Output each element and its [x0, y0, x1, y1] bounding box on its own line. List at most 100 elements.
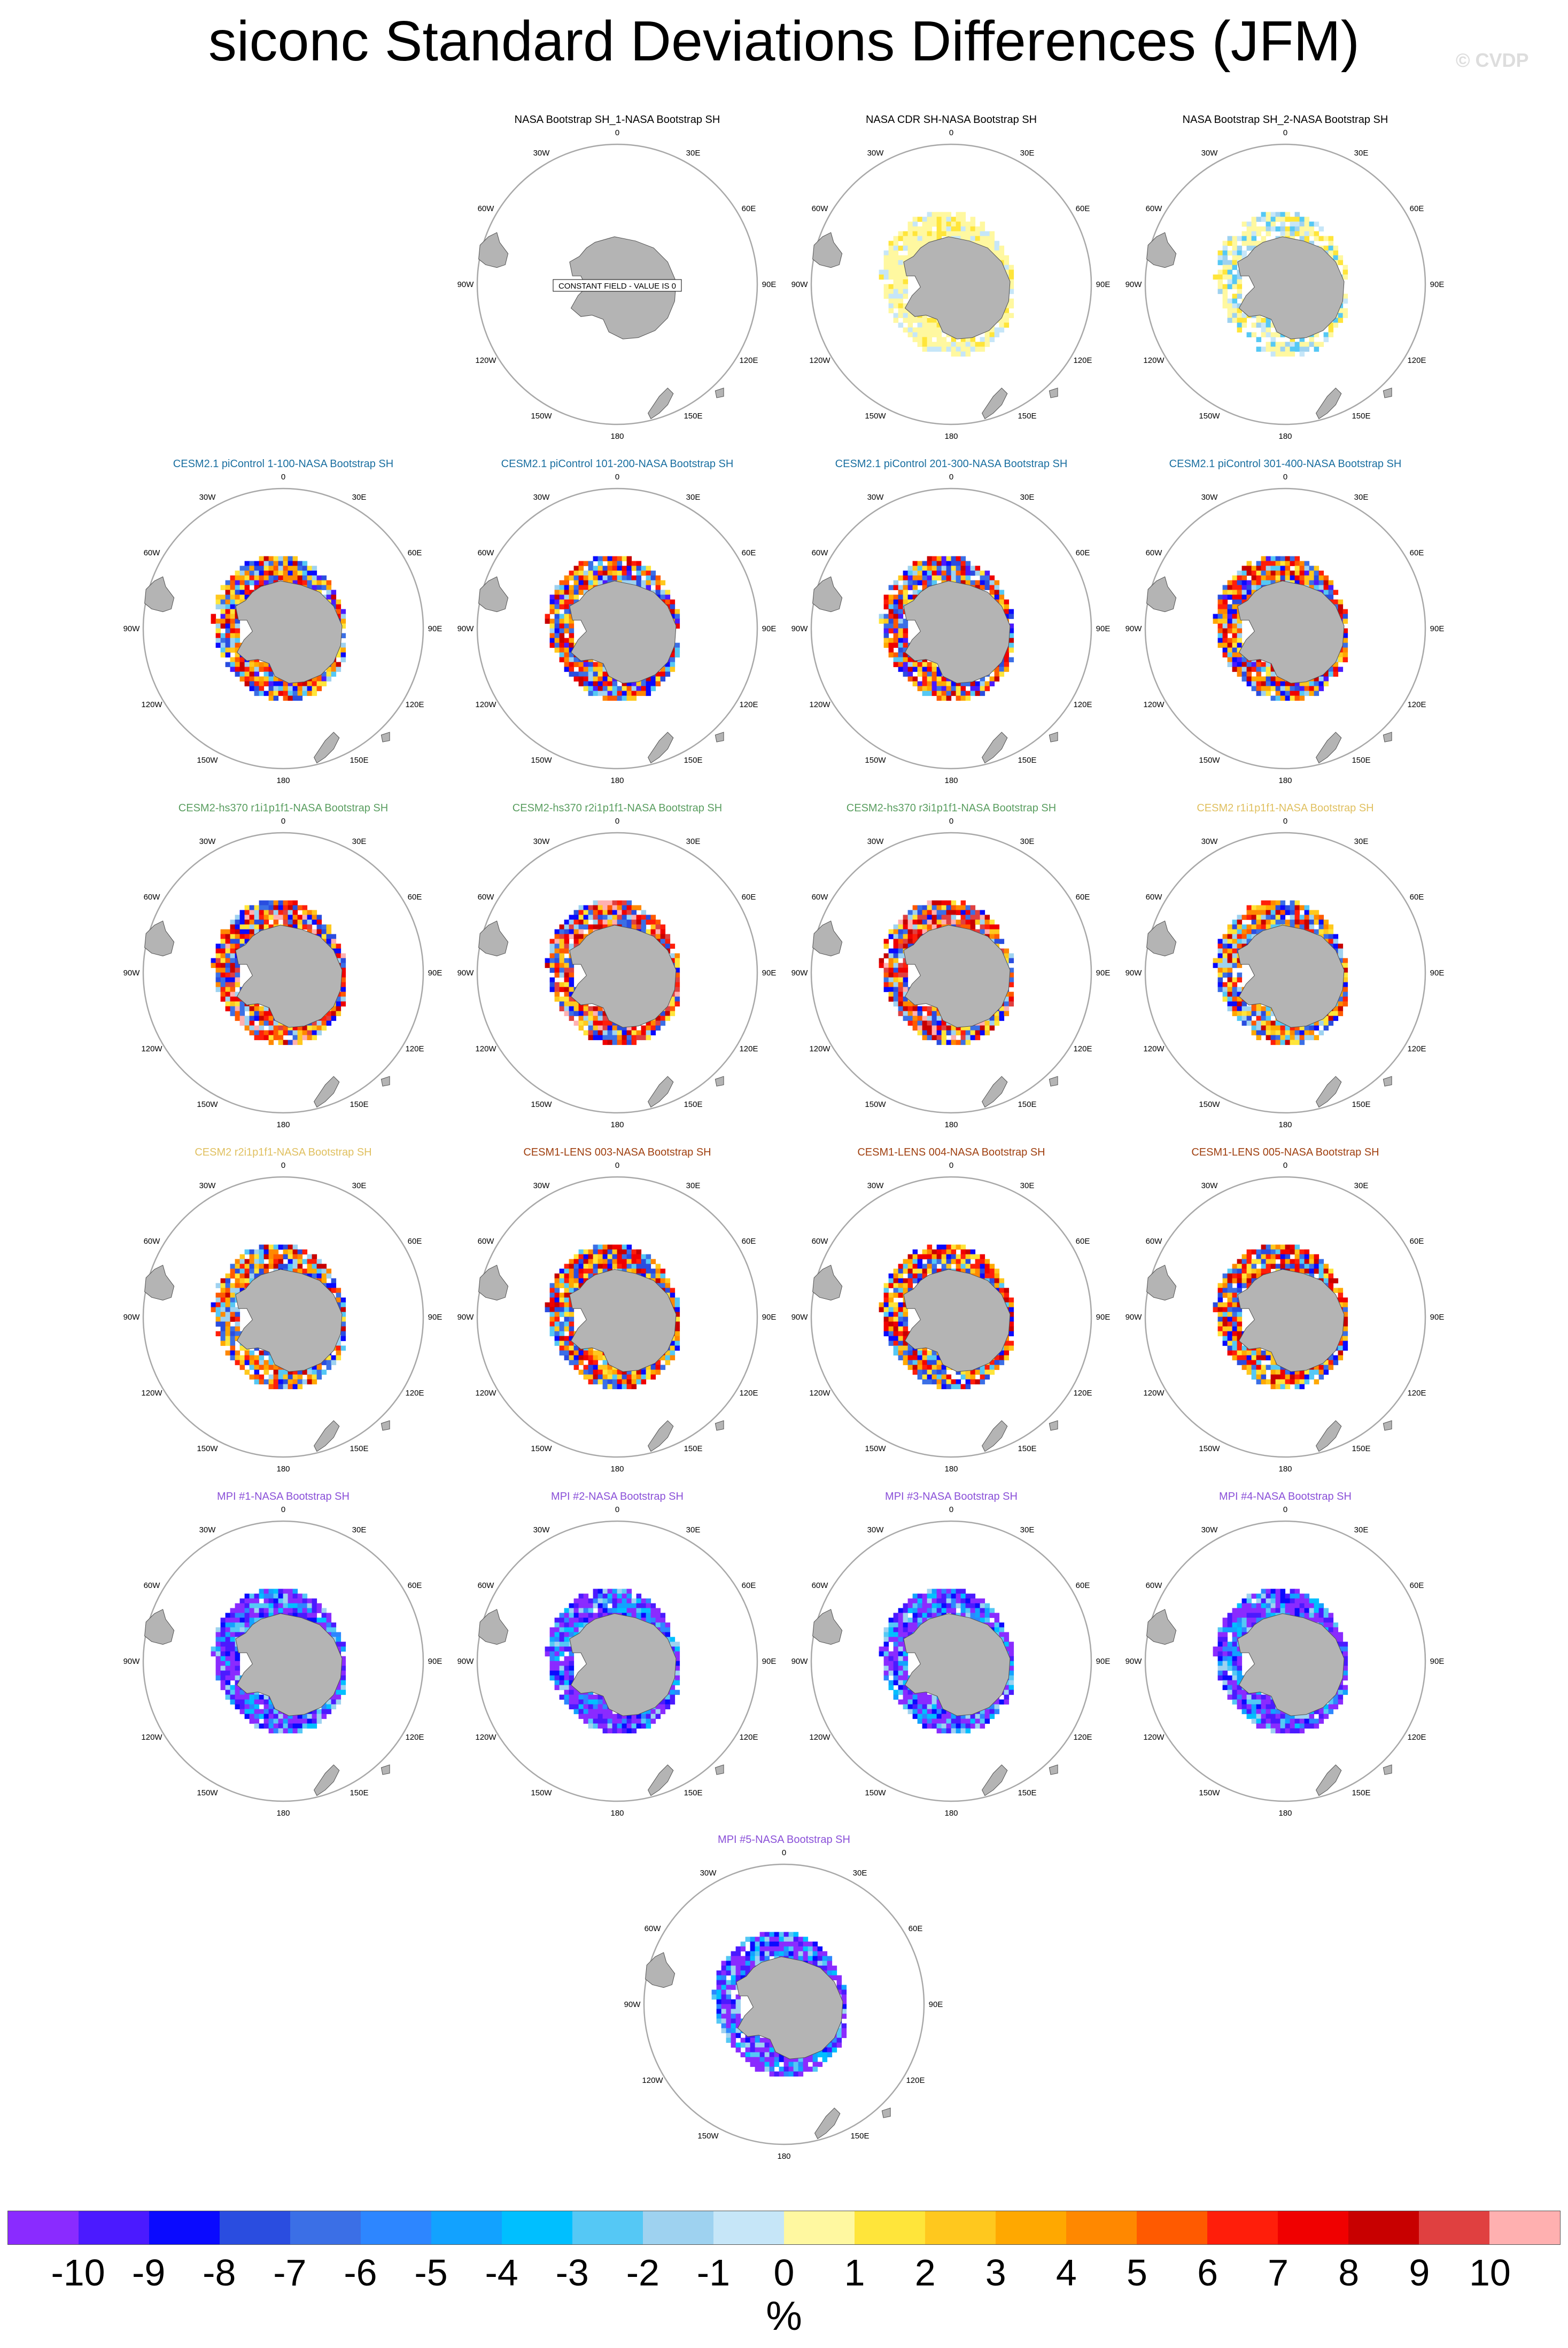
longitude-label: 150W [865, 756, 886, 765]
longitude-label: 120W [1143, 1044, 1165, 1053]
new-zealand-landmass [982, 1076, 1008, 1108]
panel-title: NASA Bootstrap SH_1-NASA Bootstrap SH [515, 114, 720, 126]
longitude-label: 120E [1073, 700, 1092, 709]
longitude-label: 90W [123, 1657, 141, 1666]
longitude-label: 90W [791, 1657, 809, 1666]
colorbar-tick-label: -1 [696, 2252, 731, 2293]
longitude-label: 30W [867, 1181, 884, 1190]
map-panel-4: CESM2.1 piControl 1-100-NASA Bootstrap S… [123, 458, 443, 785]
panel-title: MPI #1-NASA Bootstrap SH [217, 1491, 350, 1502]
longitude-label: 150W [531, 1100, 552, 1109]
colorbar-box-21 [1489, 2211, 1560, 2244]
colorbar-box-18 [1278, 2211, 1348, 2244]
longitude-label: 60E [408, 1581, 422, 1590]
longitude-label: 60W [144, 1581, 161, 1590]
panel-title: CESM2-hs370 r1i1p1f1-NASA Bootstrap SH [178, 802, 388, 814]
colorbar-tick-label: 0 [773, 2252, 795, 2293]
longitude-label: 0 [615, 128, 619, 137]
longitude-label: 120W [809, 1044, 830, 1053]
longitude-label: 30W [533, 493, 550, 502]
longitude-label: 60W [478, 204, 495, 213]
longitude-label: 120E [1407, 1389, 1426, 1398]
longitude-label: 60E [1076, 548, 1090, 557]
colorbar-units: % [766, 2293, 802, 2339]
longitude-label: 150E [1352, 412, 1370, 421]
south-america-landmass [478, 1609, 509, 1645]
longitude-label: 150E [850, 2132, 869, 2141]
new-zealand-landmass [314, 1420, 340, 1452]
antarctica-landmass [235, 925, 343, 1028]
longitude-label: 30W [867, 837, 884, 846]
page-title: siconc Standard Deviations Differences (… [208, 10, 1360, 73]
longitude-label: 90W [791, 624, 809, 633]
longitude-label: 90W [123, 968, 141, 978]
longitude-label: 150E [1018, 756, 1036, 765]
longitude-label: 30W [533, 149, 550, 158]
longitude-label: 30W [867, 493, 884, 502]
longitude-label: 150E [684, 756, 702, 765]
new-zealand-landmass [314, 732, 340, 764]
longitude-label: 120E [405, 1044, 424, 1053]
longitude-label: 30E [1020, 1181, 1035, 1190]
longitude-label: 30W [1201, 1181, 1218, 1190]
tasmania-landmass [1049, 732, 1058, 742]
colorbar-tick-label: -6 [344, 2252, 377, 2293]
longitude-label: 150E [1352, 1788, 1370, 1797]
longitude-label: 150E [1018, 1788, 1036, 1797]
longitude-label: 90W [1125, 280, 1143, 289]
colorbar [7, 2211, 1561, 2245]
colorbar-tick-labels: -10 -9 -8 -7 -6 -5 -4 -3 -2 -1 0 1 2 3 4 5 6 7 8 9 10 [0, 2251, 1568, 2299]
longitude-label: 0 [281, 472, 285, 482]
colorbar-tick-label: -4 [485, 2252, 518, 2293]
longitude-label: 120W [809, 1733, 830, 1742]
longitude-label: 0 [615, 1505, 619, 1514]
south-america-landmass [812, 920, 843, 957]
longitude-label: 180 [1278, 1809, 1292, 1818]
colorbar-box-8 [572, 2211, 643, 2244]
panel-title: CESM2-hs370 r2i1p1f1-NASA Bootstrap SH [513, 802, 722, 814]
colorbar-tick-label: 3 [985, 2252, 1006, 2293]
antarctica-landmass [903, 925, 1011, 1028]
longitude-label: 90E [1096, 1657, 1111, 1666]
map-panel-19: MPI #4-NASA Bootstrap SH 0 30E 60E 90E 120E 15… [1125, 1491, 1445, 1818]
longitude-label: 90W [457, 1313, 475, 1322]
south-america-landmass [478, 1265, 509, 1301]
longitude-label: 120W [809, 356, 830, 365]
map-panel-15: CESM1-LENS 005-NASA Bootstrap SH 0 30E 60E 9… [1125, 1146, 1445, 1474]
longitude-label: 30E [352, 837, 367, 846]
new-zealand-landmass [648, 1076, 674, 1108]
antarctica-landmass [569, 1613, 677, 1716]
longitude-label: 90E [762, 624, 777, 633]
longitude-label: 150W [197, 756, 218, 765]
longitude-label: 90E [428, 1657, 443, 1666]
longitude-label: 60W [812, 548, 829, 557]
south-america-landmass [144, 920, 175, 957]
longitude-label: 90E [1430, 1657, 1445, 1666]
longitude-label: 30E [352, 1525, 367, 1535]
tasmania-landmass [715, 1076, 724, 1087]
longitude-label: 120W [475, 356, 496, 365]
longitude-label: 60W [478, 893, 495, 902]
colorbar-tick-label: -3 [555, 2252, 589, 2293]
colorbar-box-0 [8, 2211, 79, 2244]
tasmania-landmass [881, 2107, 891, 2118]
antarctica-landmass [903, 1613, 1011, 1716]
south-america-landmass [1146, 232, 1177, 268]
longitude-label: 180 [610, 432, 624, 441]
colorbar-box-4 [290, 2211, 361, 2244]
south-america-landmass [812, 232, 843, 268]
colorbar-box-14 [996, 2211, 1066, 2244]
longitude-label: 180 [944, 776, 958, 785]
new-zealand-landmass [982, 1420, 1008, 1452]
longitude-label: 150E [1352, 756, 1370, 765]
longitude-label: 90E [1430, 624, 1445, 633]
longitude-label: 0 [1283, 472, 1287, 482]
south-america-landmass [645, 1952, 676, 1988]
new-zealand-landmass [1316, 388, 1342, 420]
longitude-label: 90W [123, 624, 141, 633]
tasmania-landmass [381, 1076, 390, 1087]
south-america-landmass [812, 576, 843, 613]
longitude-label: 30W [1201, 493, 1218, 502]
tasmania-landmass [1049, 1420, 1058, 1431]
